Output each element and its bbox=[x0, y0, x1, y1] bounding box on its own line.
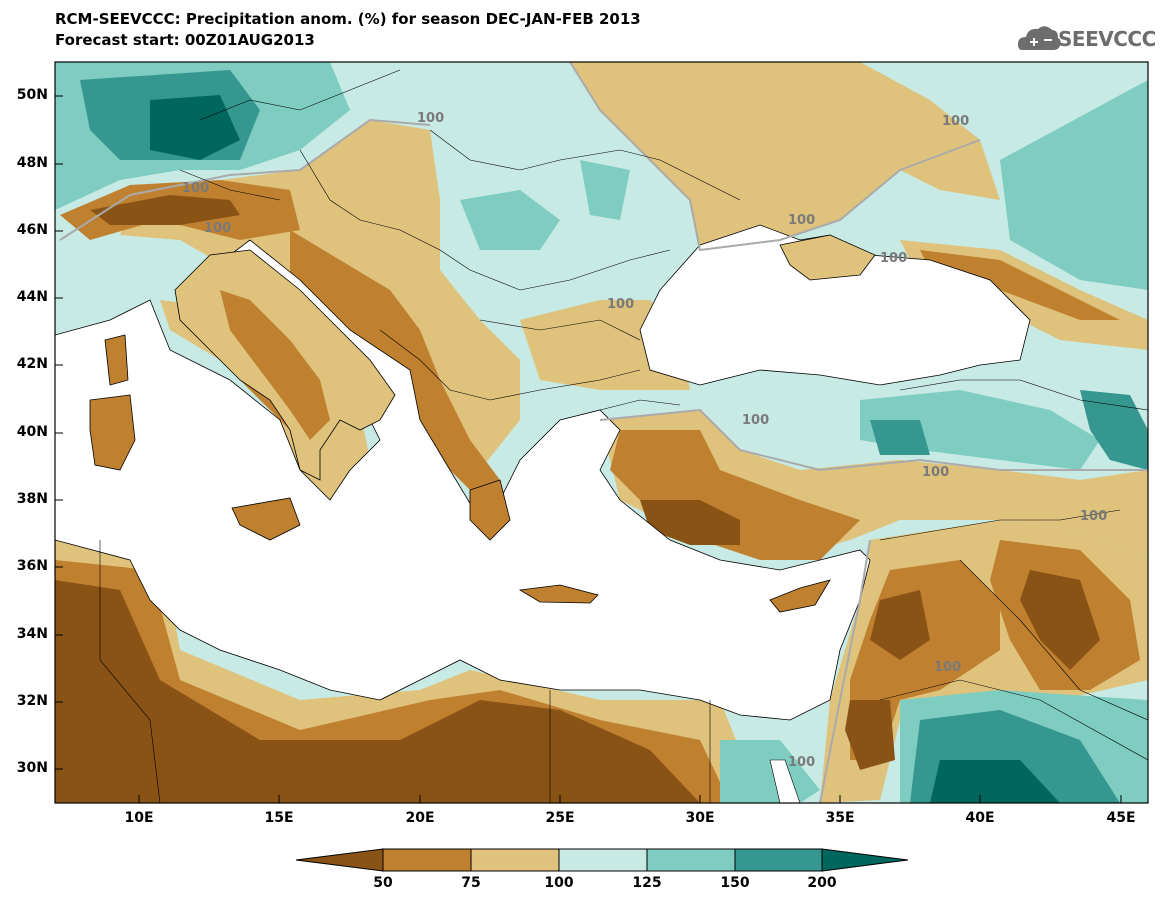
corsica bbox=[104, 334, 129, 386]
border-line bbox=[959, 559, 1148, 721]
lat-label: 38N bbox=[16, 491, 48, 507]
sicily bbox=[231, 497, 301, 541]
contour-label: 100 bbox=[942, 114, 969, 129]
contour-100-alps bbox=[59, 118, 431, 241]
extreme-wet-core-saudi bbox=[930, 760, 1060, 803]
contour-100-turkey bbox=[599, 408, 1148, 472]
border-line bbox=[379, 329, 641, 401]
lon-label: 35E bbox=[825, 810, 855, 826]
contour-label: 100 bbox=[934, 660, 961, 675]
very-dry-core-turkey bbox=[640, 500, 740, 545]
black-sea bbox=[639, 224, 1031, 386]
very-dry-core-levant bbox=[870, 590, 930, 660]
colorbar-label: 150 bbox=[720, 875, 750, 891]
border-line bbox=[429, 129, 741, 201]
lat-label: 36N bbox=[16, 558, 48, 574]
very-dry-core-iraq bbox=[1020, 570, 1100, 670]
border-line bbox=[99, 540, 161, 803]
colorbar-label: 125 bbox=[632, 875, 662, 891]
contour-label: 100 bbox=[204, 221, 231, 236]
very-wet-region-turkey bbox=[870, 420, 930, 455]
logo-text: SEEVCCC bbox=[1058, 27, 1156, 51]
very-dry-core-sinai bbox=[845, 700, 895, 770]
border-line bbox=[199, 69, 401, 121]
colorbar-segment-100-125 bbox=[558, 848, 648, 872]
cyprus bbox=[769, 579, 831, 613]
extreme-wet-core-germany bbox=[150, 95, 240, 160]
very-dry-core-alps bbox=[90, 195, 240, 225]
lat-label: 40N bbox=[16, 424, 48, 440]
lat-label: 50N bbox=[16, 87, 48, 103]
forecast-start-subtitle: Forecast start: 00Z01AUG2013 bbox=[55, 31, 315, 49]
border-line bbox=[879, 679, 1148, 761]
lon-label: 10E bbox=[124, 810, 154, 826]
contour-label: 100 bbox=[742, 413, 769, 428]
very-dry-core-africa bbox=[55, 580, 700, 803]
colorbar-label: 50 bbox=[373, 875, 393, 891]
contour-100-ukraine bbox=[569, 62, 981, 252]
colorbar-segment-125-150 bbox=[646, 848, 736, 872]
colorbar bbox=[295, 848, 909, 872]
wet-region-hungary bbox=[460, 190, 560, 250]
border-line bbox=[599, 399, 681, 411]
lon-label: 20E bbox=[405, 810, 435, 826]
colorbar-label: 75 bbox=[461, 875, 481, 891]
wet-region-russia bbox=[1000, 80, 1148, 290]
colorbar-segment-150-200 bbox=[734, 848, 823, 872]
contour-label: 100 bbox=[417, 111, 444, 126]
contour-label: 100 bbox=[788, 755, 815, 770]
contour-label: 100 bbox=[607, 297, 634, 312]
wet-region-egypt bbox=[720, 740, 820, 803]
lat-label: 32N bbox=[16, 693, 48, 709]
border-line bbox=[879, 509, 1121, 541]
contour-label: 100 bbox=[182, 181, 209, 196]
contour-100-levant bbox=[819, 539, 871, 803]
colorbar-segment-above-200 bbox=[821, 848, 909, 872]
sardinia bbox=[89, 394, 136, 471]
map-title: RCM-SEEVCCC: Precipitation anom. (%) for… bbox=[55, 10, 641, 28]
border-line bbox=[299, 149, 671, 291]
contour-label: 100 bbox=[880, 251, 907, 266]
crete bbox=[518, 584, 599, 604]
dry-band-turkey bbox=[610, 430, 860, 560]
seevccc-logo-cloud-icon bbox=[1018, 26, 1061, 50]
italy-dry-core bbox=[220, 290, 330, 440]
border-line bbox=[479, 319, 641, 341]
contour-label: 100 bbox=[788, 213, 815, 228]
lon-label: 15E bbox=[264, 810, 294, 826]
colorbar-segment-75-100 bbox=[470, 848, 560, 872]
lat-label: 46N bbox=[16, 222, 48, 238]
wet-region-serbia bbox=[580, 160, 630, 220]
lon-label: 40E bbox=[965, 810, 995, 826]
contour-label: 100 bbox=[922, 465, 949, 480]
lat-label: 48N bbox=[16, 155, 48, 171]
red-sea bbox=[769, 759, 801, 803]
dry-band-caucasus bbox=[920, 250, 1120, 320]
peloponnese bbox=[469, 479, 511, 541]
lat-label: 42N bbox=[16, 356, 48, 372]
lat-label: 34N bbox=[16, 626, 48, 642]
colorbar-label: 100 bbox=[544, 875, 574, 891]
dry-region-ukraine bbox=[570, 62, 1000, 250]
colorbar-segment-50-75 bbox=[382, 848, 472, 872]
very-wet-region-georgia bbox=[1080, 390, 1148, 470]
lat-label: 44N bbox=[16, 289, 48, 305]
lon-label: 25E bbox=[545, 810, 575, 826]
border-line bbox=[899, 379, 1148, 411]
crimea bbox=[779, 234, 876, 281]
contour-label: 100 bbox=[1080, 509, 1107, 524]
border-line bbox=[179, 169, 281, 201]
lon-label: 45E bbox=[1106, 810, 1136, 826]
lat-label: 30N bbox=[16, 760, 48, 776]
lon-label: 30E bbox=[685, 810, 715, 826]
colorbar-segment-below-50 bbox=[295, 848, 384, 872]
colorbar-label: 200 bbox=[807, 875, 837, 891]
mediterranean-sea bbox=[55, 239, 871, 721]
